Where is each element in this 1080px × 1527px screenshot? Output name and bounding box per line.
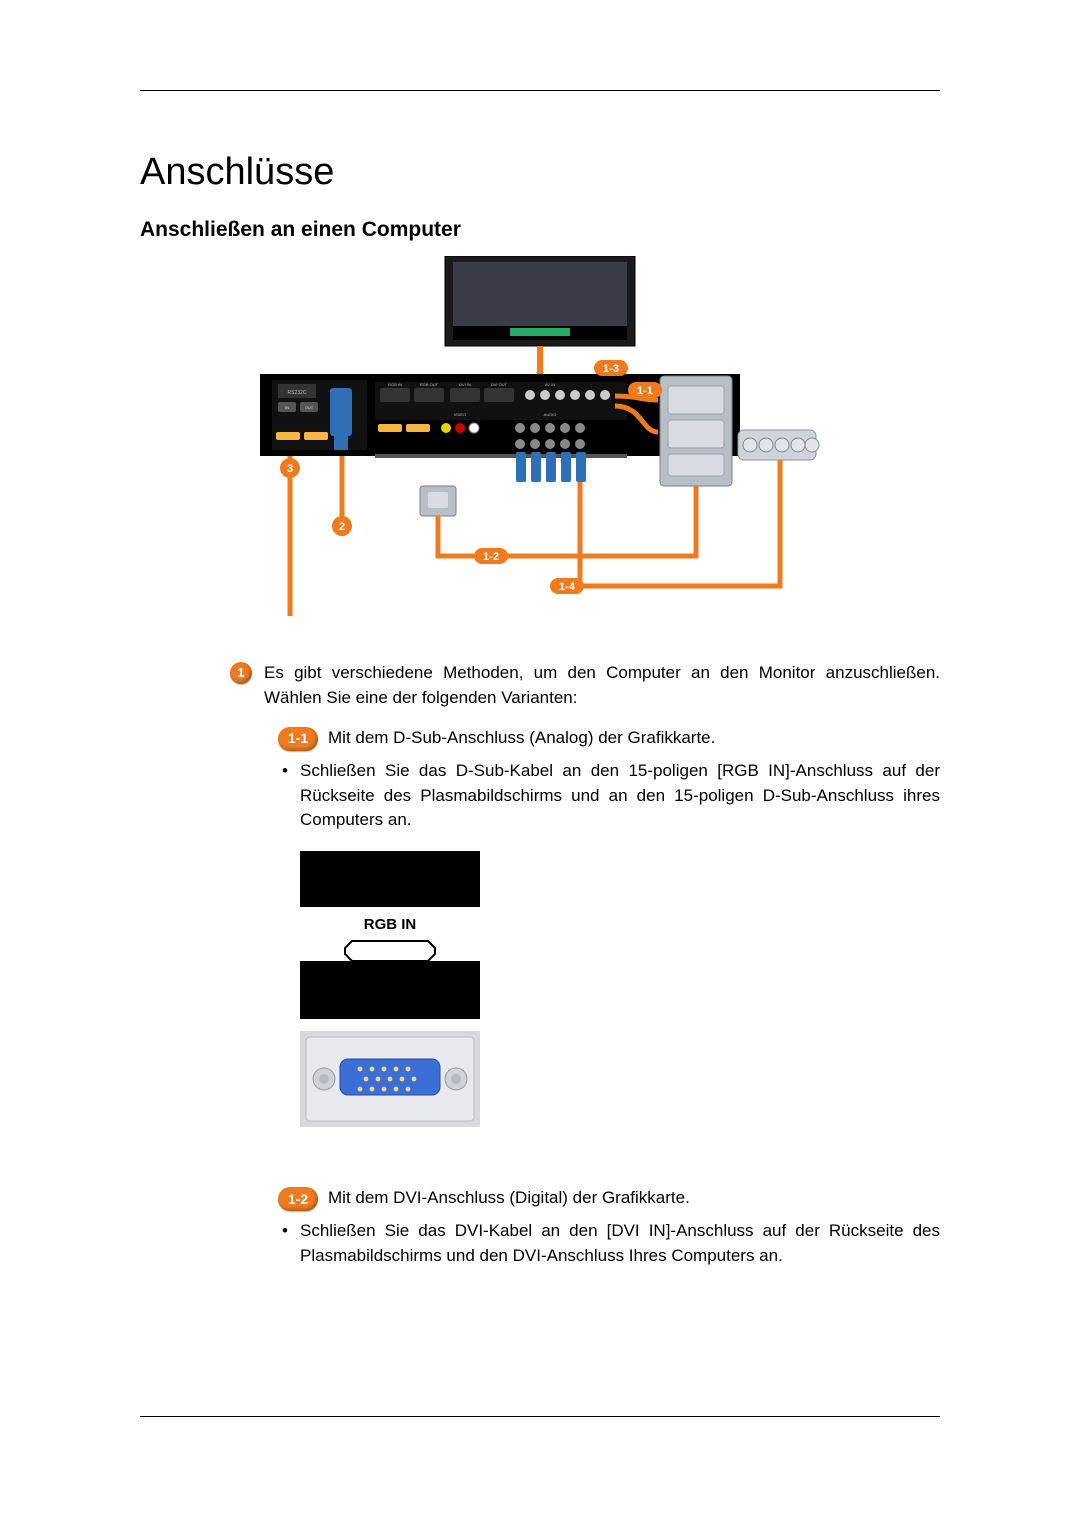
substep-bullet-1-2-0: Schließen Sie das DVI-Kabel an den [DVI … <box>278 1219 940 1268</box>
svg-text:RGB OUT: RGB OUT <box>420 382 439 387</box>
svg-text:RGB IN: RGB IN <box>388 382 402 387</box>
section-subtitle: Anschließen an einen Computer <box>140 218 940 242</box>
svg-text:1-4: 1-4 <box>559 581 576 593</box>
substep-marker-1-1: 1-1 <box>278 727 318 751</box>
substep-lead-1-1: Mit dem D-Sub-Anschluss (Analog) der Gra… <box>328 726 715 751</box>
substep-bullet-1-1-0: Schließen Sie das D-Sub-Kabel an den 15-… <box>278 759 940 833</box>
svg-text:1-3: 1-3 <box>603 363 619 375</box>
step-marker-1: 1 <box>230 662 252 684</box>
svg-text:3: 3 <box>287 463 293 475</box>
rgb-in-port-figure: RGB IN RGB IN <box>300 851 940 1169</box>
substep-marker-1-2: 1-2 <box>278 1187 318 1211</box>
svg-text:DVI OUT: DVI OUT <box>491 382 508 387</box>
svg-text:IN: IN <box>285 405 289 410</box>
page-title: Anschlüsse <box>140 151 940 194</box>
svg-text:2: 2 <box>339 521 345 533</box>
step-intro: Es gibt verschiedene Methoden, um den Co… <box>264 661 940 710</box>
svg-text:1-1: 1-1 <box>637 385 653 397</box>
svg-text:AUDIO: AUDIO <box>544 412 557 417</box>
svg-text:AV IN: AV IN <box>545 382 555 387</box>
svg-text:RGB IN: RGB IN <box>364 916 417 933</box>
svg-text:VIDEO: VIDEO <box>454 412 466 417</box>
svg-text:OUT: OUT <box>305 405 314 410</box>
connection-diagram: RS232C IN OUT RGB IN RGB OUT DVI IN DVI … <box>260 256 820 621</box>
svg-text:1-2: 1-2 <box>483 551 499 563</box>
diagram-port-rs232c: RS232C <box>288 390 307 396</box>
svg-text:DVI IN: DVI IN <box>459 382 471 387</box>
substep-lead-1-2: Mit dem DVI-Anschluss (Digital) der Graf… <box>328 1186 690 1211</box>
